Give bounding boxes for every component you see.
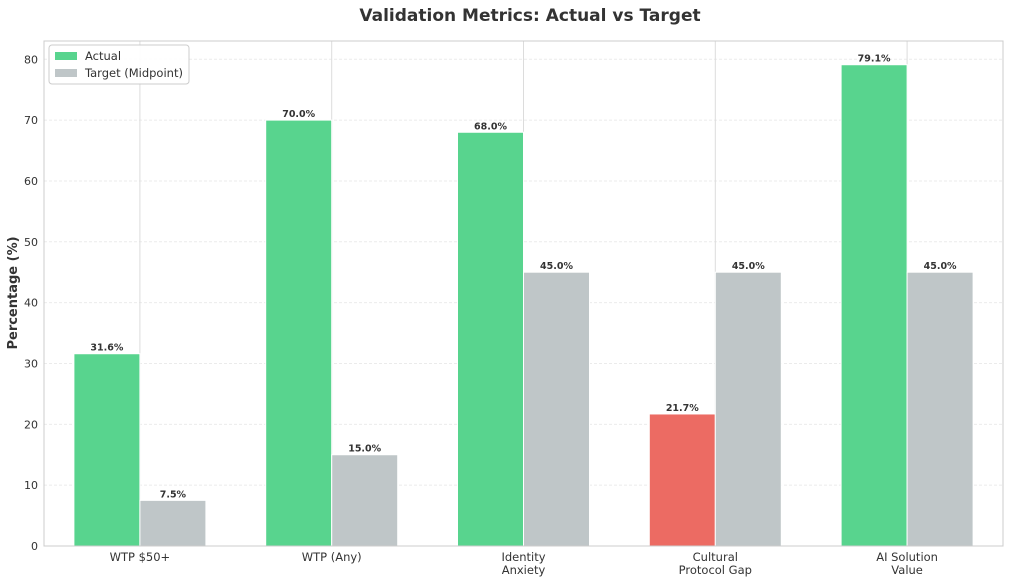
legend-label-target: Target (Midpoint) — [84, 66, 183, 80]
actual-value-label: 68.0% — [474, 121, 507, 132]
y-tick-label: 50 — [24, 236, 38, 249]
actual-bar — [73, 353, 141, 547]
actual-bar — [840, 64, 908, 547]
actual-bar — [265, 119, 333, 547]
legend-box — [48, 44, 190, 85]
x-tick-label: WTP $50+ — [110, 550, 171, 564]
x-tick-label-line: WTP $50+ — [110, 550, 171, 564]
x-tick-label: Identity Anxiety — [501, 550, 545, 577]
x-tick-label: AI Solution Value — [876, 550, 938, 577]
axis-layer: 0 10 20 30 40 50 60 70 80 WTP $50+ WTP (Any) Identi… — [24, 40, 1004, 577]
legend-swatch-target — [55, 69, 77, 77]
y-tick-label: 20 — [24, 418, 38, 431]
actual-value-label: 31.6% — [90, 343, 123, 354]
legend-swatch-actual — [55, 52, 77, 60]
y-tick-label: 60 — [24, 175, 38, 188]
actual-bar — [648, 413, 716, 547]
y-tick-label: 80 — [24, 53, 38, 66]
x-tick-label-line: Cultural — [693, 550, 738, 564]
x-tick-label-line: WTP (Any) — [302, 550, 362, 564]
target-bar — [714, 271, 782, 547]
actual-value-label: 70.0% — [282, 109, 315, 120]
target-value-label: 45.0% — [924, 261, 957, 272]
target-bar — [906, 271, 974, 547]
target-value-label: 45.0% — [732, 261, 765, 272]
legend-label-actual: Actual — [85, 49, 121, 63]
y-axis-label: Percentage (%) — [6, 236, 21, 349]
x-tick-label: WTP (Any) — [302, 550, 362, 564]
target-value-label: 45.0% — [540, 261, 573, 272]
target-bar — [139, 499, 207, 547]
target-value-label: 7.5% — [160, 489, 187, 500]
x-tick-label-line: Protocol Gap — [679, 563, 752, 577]
x-tick-label-line: Anxiety — [502, 563, 546, 577]
y-tick-label: 40 — [24, 297, 38, 310]
chart-title: Validation Metrics: Actual vs Target — [359, 6, 700, 26]
bars-layer — [73, 64, 974, 547]
x-tick-label-line: AI Solution — [876, 550, 938, 564]
actual-bar — [457, 131, 524, 547]
data-labels-layer: 31.6% 70.0% 68.0% 21.7% 79.1% 7.5% 15.0% 45.0% 4… — [90, 54, 957, 501]
y-tick-label: 10 — [24, 479, 38, 492]
target-bar — [523, 271, 590, 547]
target-bar — [331, 454, 399, 547]
y-tick-label: 0 — [31, 540, 38, 553]
y-tick-label: 30 — [24, 357, 38, 370]
y-tick-label: 70 — [24, 114, 38, 127]
actual-value-label: 21.7% — [666, 403, 699, 414]
target-value-label: 15.0% — [348, 444, 381, 455]
actual-value-label: 79.1% — [858, 54, 891, 65]
x-tick-label: Cultural Protocol Gap — [679, 550, 752, 577]
plot-frame — [43, 40, 1004, 547]
x-tick-label-line: Identity — [501, 550, 545, 564]
x-tick-label-line: Value — [891, 563, 923, 577]
legend: Actual Target (Midpoint) — [48, 44, 190, 85]
